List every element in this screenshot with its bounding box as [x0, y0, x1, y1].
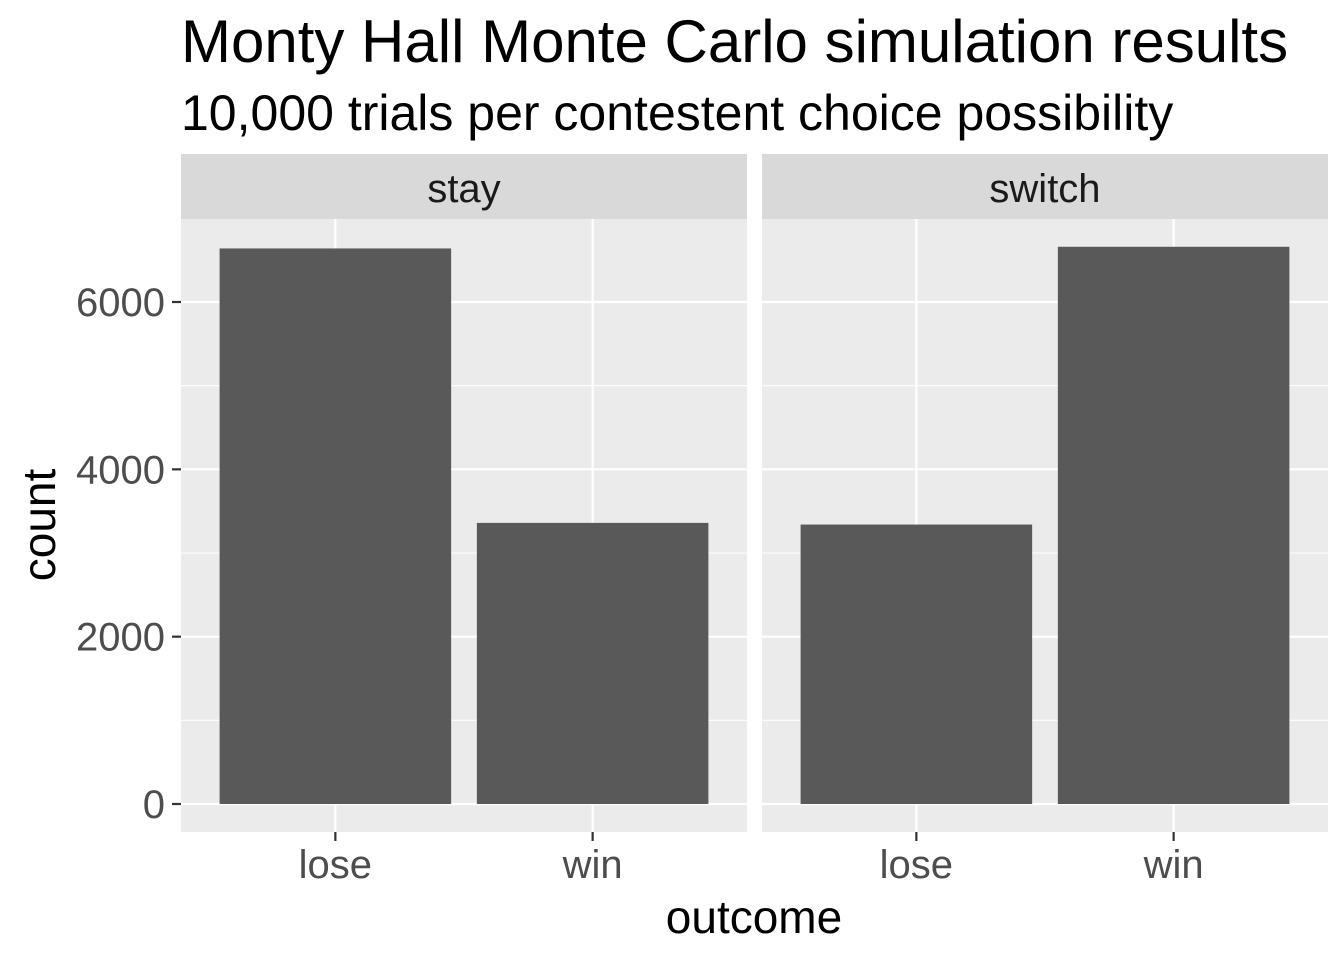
y-axis-label: count [13, 469, 65, 582]
bar-switch-win [1057, 246, 1290, 804]
facet-strip-label: stay [427, 167, 500, 211]
y-tick-label: 0 [143, 783, 165, 827]
x-tick-label: lose [880, 843, 953, 887]
facet-panels: stay lose win switch lose win [181, 154, 1328, 887]
y-tick-label: 2000 [76, 616, 165, 660]
facet-strip [762, 154, 1328, 219]
bar-switch-lose [800, 524, 1033, 804]
y-axis: 0 2000 4000 6000 [76, 281, 181, 827]
x-tick-label: win [562, 843, 623, 887]
chart-title: Monty Hall Monte Carlo simulation result… [181, 8, 1288, 75]
facet-strip-label: switch [989, 167, 1100, 211]
x-tick-label: win [1143, 843, 1204, 887]
y-tick-label: 6000 [76, 281, 165, 325]
chart-subtitle: 10,000 trials per contestent choice poss… [181, 85, 1173, 141]
facet-panel-stay: stay lose win [181, 154, 747, 887]
x-tick-label: lose [299, 843, 372, 887]
facet-panel-switch: switch lose win [762, 154, 1328, 887]
bar-stay-lose [219, 248, 452, 804]
x-axis-label: outcome [666, 891, 842, 943]
y-tick-label: 4000 [76, 448, 165, 492]
bar-stay-win [476, 522, 709, 804]
facet-strip [181, 154, 747, 219]
